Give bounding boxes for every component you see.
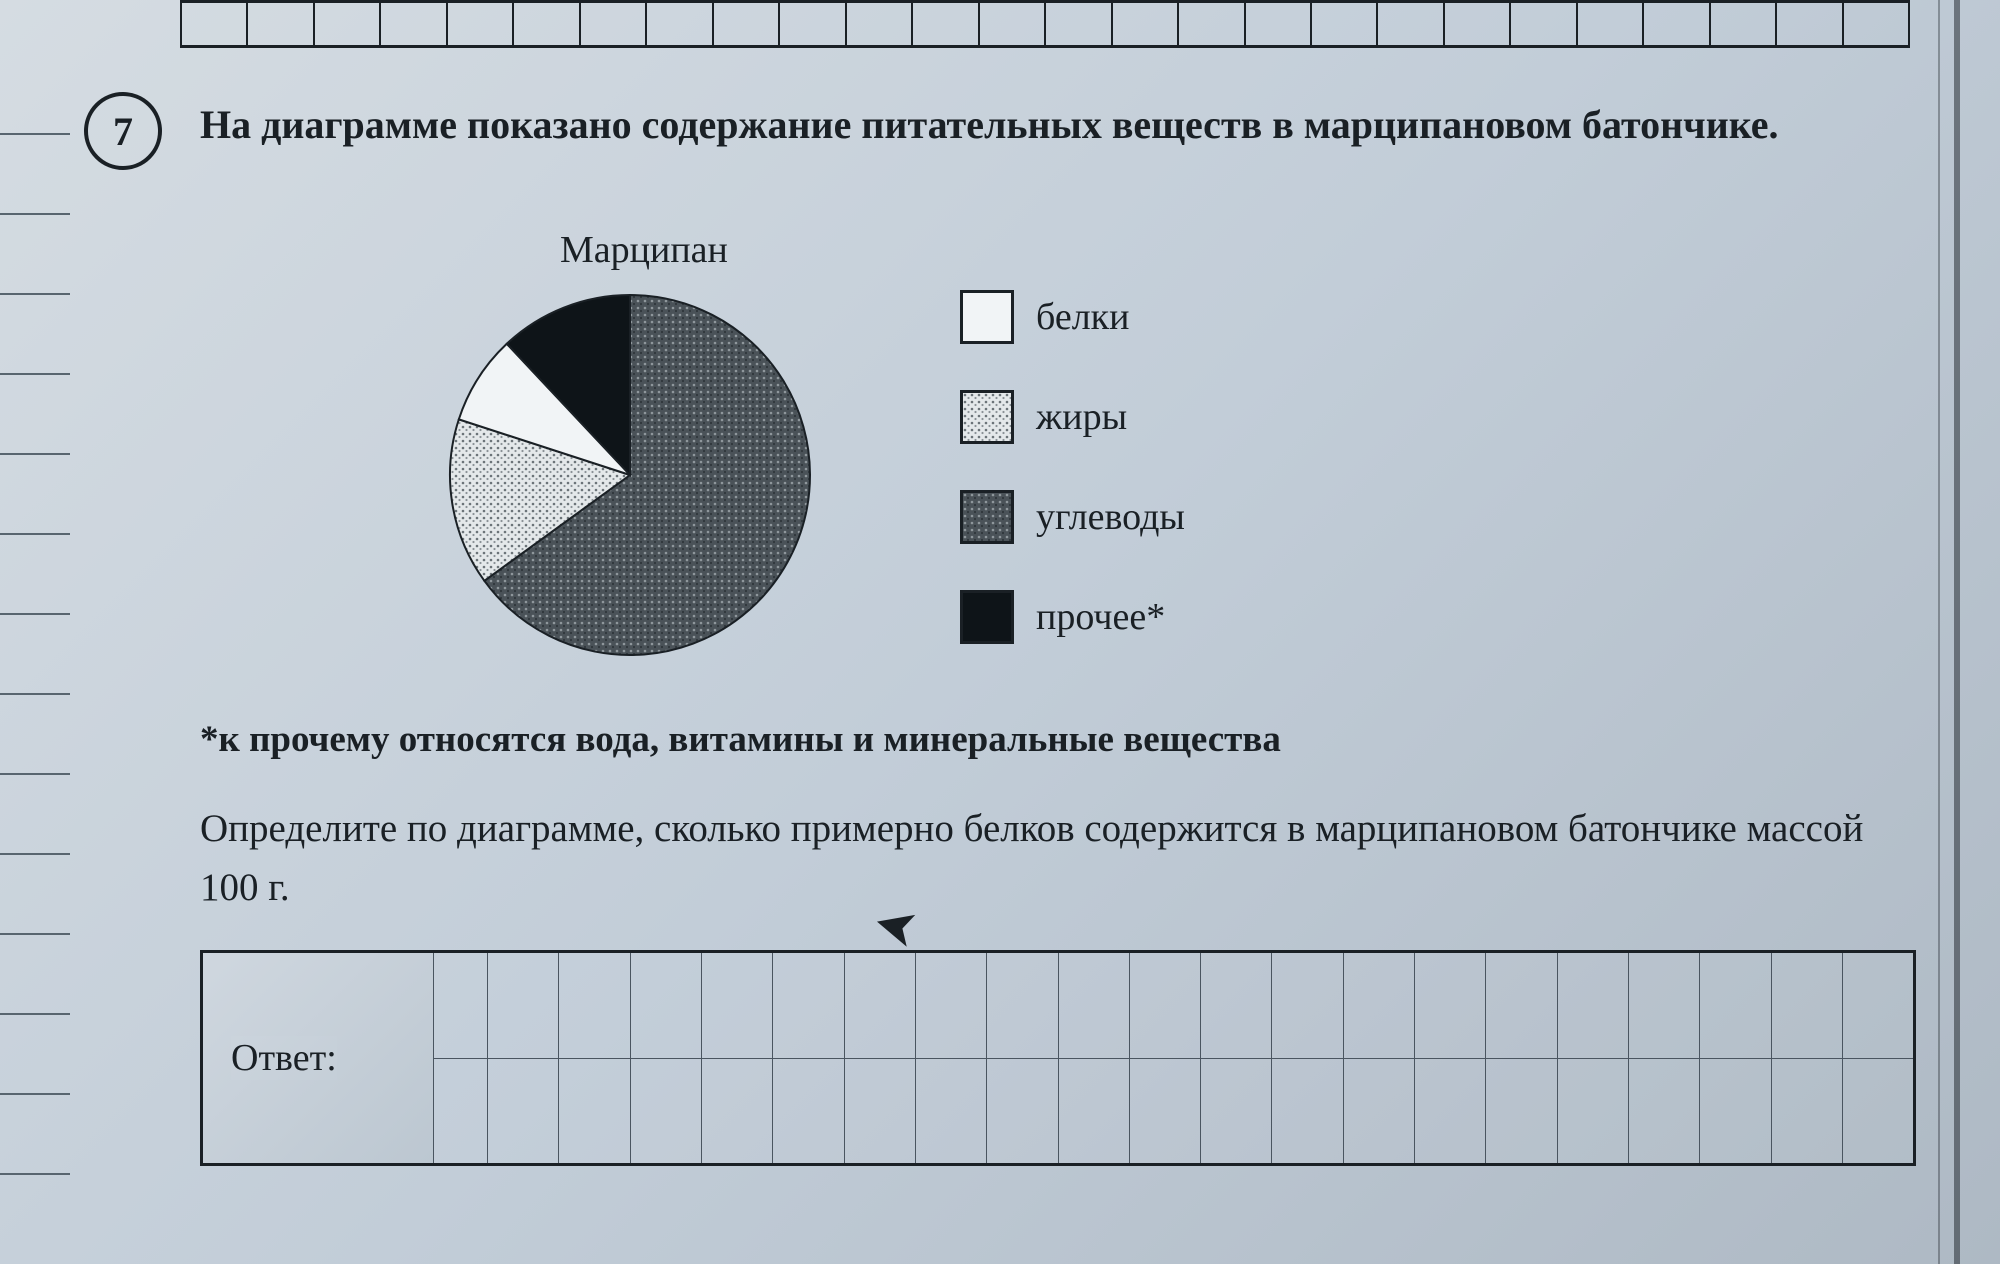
legend-swatch-carbs <box>960 490 1014 544</box>
question-text: На диаграмме показано содержание питател… <box>200 96 1920 154</box>
pie-chart <box>440 285 820 665</box>
legend-swatch-other <box>960 590 1014 644</box>
question-number: 7 <box>113 108 133 155</box>
task-text: Определите по диаграмме, сколько примерн… <box>200 800 1920 917</box>
page: 7 На диаграмме показано содержание питат… <box>0 0 2000 1264</box>
footnote: *к прочему относятся вода, витамины и ми… <box>200 718 1920 761</box>
legend-swatch-protein <box>960 290 1014 344</box>
legend-item-fats: жиры <box>960 390 1185 444</box>
top-cell-row <box>180 0 1910 48</box>
legend: белки жиры углеводы прочее* <box>960 290 1185 690</box>
legend-item-other: прочее* <box>960 590 1185 644</box>
legend-label-carbs: углеводы <box>1036 495 1185 539</box>
question-number-circle: 7 <box>84 92 162 170</box>
notebook-rule-lines <box>0 55 70 1264</box>
legend-item-protein: белки <box>960 290 1185 344</box>
page-right-edge-inner <box>1938 0 1940 1264</box>
legend-label-protein: белки <box>1036 295 1129 339</box>
legend-label-fats: жиры <box>1036 395 1127 439</box>
answer-grid-midline <box>203 1058 1913 1059</box>
legend-label-other: прочее* <box>1036 595 1165 639</box>
answer-box: Ответ: <box>200 950 1916 1166</box>
chart-title: Марципан <box>560 228 728 272</box>
answer-label: Ответ: <box>231 1036 337 1080</box>
legend-item-carbs: углеводы <box>960 490 1185 544</box>
page-right-edge <box>1954 0 1960 1264</box>
legend-swatch-fats <box>960 390 1014 444</box>
